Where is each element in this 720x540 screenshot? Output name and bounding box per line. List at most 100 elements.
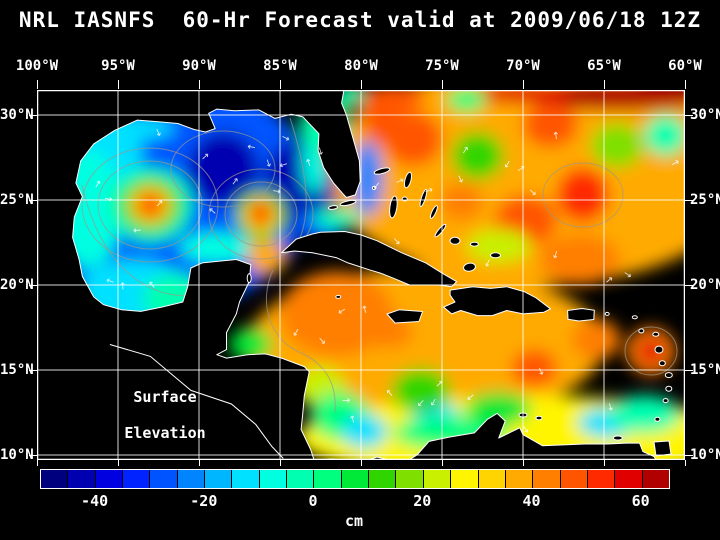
colorbar-tick-label: 0 bbox=[308, 492, 318, 510]
lat-axis-label-right: 25°N bbox=[690, 192, 720, 208]
contour-line bbox=[224, 181, 298, 247]
lat-axis-label-left: 10°N bbox=[0, 447, 34, 463]
lon-axis-tick-top bbox=[684, 80, 686, 89]
colorbar-cell bbox=[533, 470, 561, 488]
small-island bbox=[339, 199, 357, 207]
map-annotation-line1: Surface bbox=[133, 388, 196, 406]
lon-axis-tick-bottom bbox=[522, 460, 524, 466]
colorbar bbox=[40, 469, 670, 489]
small-island bbox=[469, 241, 479, 247]
current-arrow bbox=[266, 159, 271, 167]
current-arrow bbox=[282, 135, 290, 141]
current-arrow bbox=[104, 197, 113, 202]
lat-axis-tick-left bbox=[29, 369, 37, 371]
lat-axis-tick-right bbox=[685, 114, 693, 116]
sea-surface-elevation-field bbox=[37, 90, 685, 460]
current-arrow bbox=[306, 158, 311, 167]
island-cuba bbox=[281, 231, 458, 288]
lat-axis-label-right: 20°N bbox=[690, 277, 720, 293]
lat-axis-tick-right bbox=[685, 454, 693, 456]
small-island bbox=[665, 385, 673, 392]
small-island bbox=[246, 273, 252, 284]
current-arrow bbox=[430, 398, 436, 406]
field-blob bbox=[644, 115, 685, 156]
contour-line bbox=[81, 147, 219, 263]
field-blob bbox=[391, 368, 451, 413]
contour-line bbox=[542, 162, 624, 228]
lon-axis-label: 90°W bbox=[182, 58, 216, 74]
lat-axis-tick-left bbox=[29, 114, 37, 116]
colorbar-cell bbox=[587, 470, 616, 488]
lon-axis-tick-bottom bbox=[198, 460, 200, 466]
colorbar-tick-label: 60 bbox=[631, 492, 650, 510]
current-arrow bbox=[149, 281, 155, 288]
colorbar-cell bbox=[560, 470, 588, 488]
colorbar-cell bbox=[123, 470, 151, 488]
small-island bbox=[638, 328, 645, 334]
colorbar-cell bbox=[259, 470, 288, 488]
current-arrow bbox=[504, 160, 510, 168]
current-arrow bbox=[396, 178, 404, 183]
field-blob bbox=[523, 103, 578, 148]
current-arrow bbox=[120, 282, 125, 290]
current-vector-arrows bbox=[95, 128, 679, 433]
colorbar-cell bbox=[177, 470, 206, 488]
lat-axis-tick-left bbox=[29, 199, 37, 201]
small-island bbox=[652, 331, 660, 337]
lat-axis-label-right: 10°N bbox=[690, 447, 720, 463]
current-arrow bbox=[273, 189, 281, 194]
lat-axis-tick-left bbox=[29, 284, 37, 286]
lon-axis-label: 70°W bbox=[506, 58, 540, 74]
colorbar-cell bbox=[396, 470, 424, 488]
small-island bbox=[429, 205, 438, 219]
current-arrow bbox=[425, 187, 433, 193]
current-arrow bbox=[232, 178, 238, 185]
lon-axis-tick-top bbox=[522, 80, 524, 89]
current-arrow bbox=[133, 228, 141, 233]
lon-axis-tick-bottom bbox=[441, 460, 443, 466]
current-arrow bbox=[467, 394, 474, 400]
lon-axis-label: 80°W bbox=[344, 58, 378, 74]
current-arrow bbox=[95, 180, 101, 188]
lon-axis-tick-top bbox=[36, 80, 38, 89]
current-arrow bbox=[394, 238, 400, 245]
small-island bbox=[664, 372, 673, 379]
current-arrow bbox=[462, 146, 468, 154]
colorbar-cell bbox=[232, 470, 260, 488]
colorbar-tick-label: 20 bbox=[413, 492, 432, 510]
island-trinidad bbox=[653, 440, 672, 457]
contour-line bbox=[81, 184, 188, 297]
current-arrow bbox=[156, 200, 163, 207]
pacific-coastline bbox=[109, 344, 284, 459]
lon-axis-tick-bottom bbox=[603, 460, 605, 466]
lon-axis-tick-top bbox=[360, 80, 362, 89]
field-blob bbox=[247, 240, 287, 275]
colorbar-cell bbox=[642, 470, 669, 488]
field-blob bbox=[229, 327, 272, 362]
current-arrow bbox=[202, 153, 209, 160]
lon-axis-label: 65°W bbox=[587, 58, 621, 74]
current-arrow bbox=[373, 182, 380, 189]
current-arrow bbox=[523, 425, 529, 433]
colorbar-cell bbox=[95, 470, 124, 488]
field-blob bbox=[511, 349, 557, 387]
map-annotation-line2: Elevation bbox=[124, 424, 205, 442]
current-arrow bbox=[458, 175, 463, 183]
current-arrow bbox=[608, 403, 613, 411]
field-blob bbox=[466, 228, 532, 263]
field-blob bbox=[136, 191, 165, 219]
contour-line bbox=[170, 130, 276, 208]
island-puerto-rico bbox=[567, 308, 595, 322]
current-arrow bbox=[418, 400, 424, 407]
small-island bbox=[403, 171, 413, 189]
lon-axis-tick-top bbox=[441, 80, 443, 89]
small-island bbox=[335, 294, 342, 299]
current-arrow bbox=[624, 272, 632, 278]
current-arrow bbox=[156, 128, 161, 136]
map-border bbox=[37, 90, 685, 460]
current-arrow bbox=[436, 381, 443, 387]
current-arrow bbox=[209, 208, 216, 214]
contour-line bbox=[624, 326, 678, 376]
field-blob bbox=[466, 392, 532, 427]
current-arrow bbox=[247, 144, 256, 149]
